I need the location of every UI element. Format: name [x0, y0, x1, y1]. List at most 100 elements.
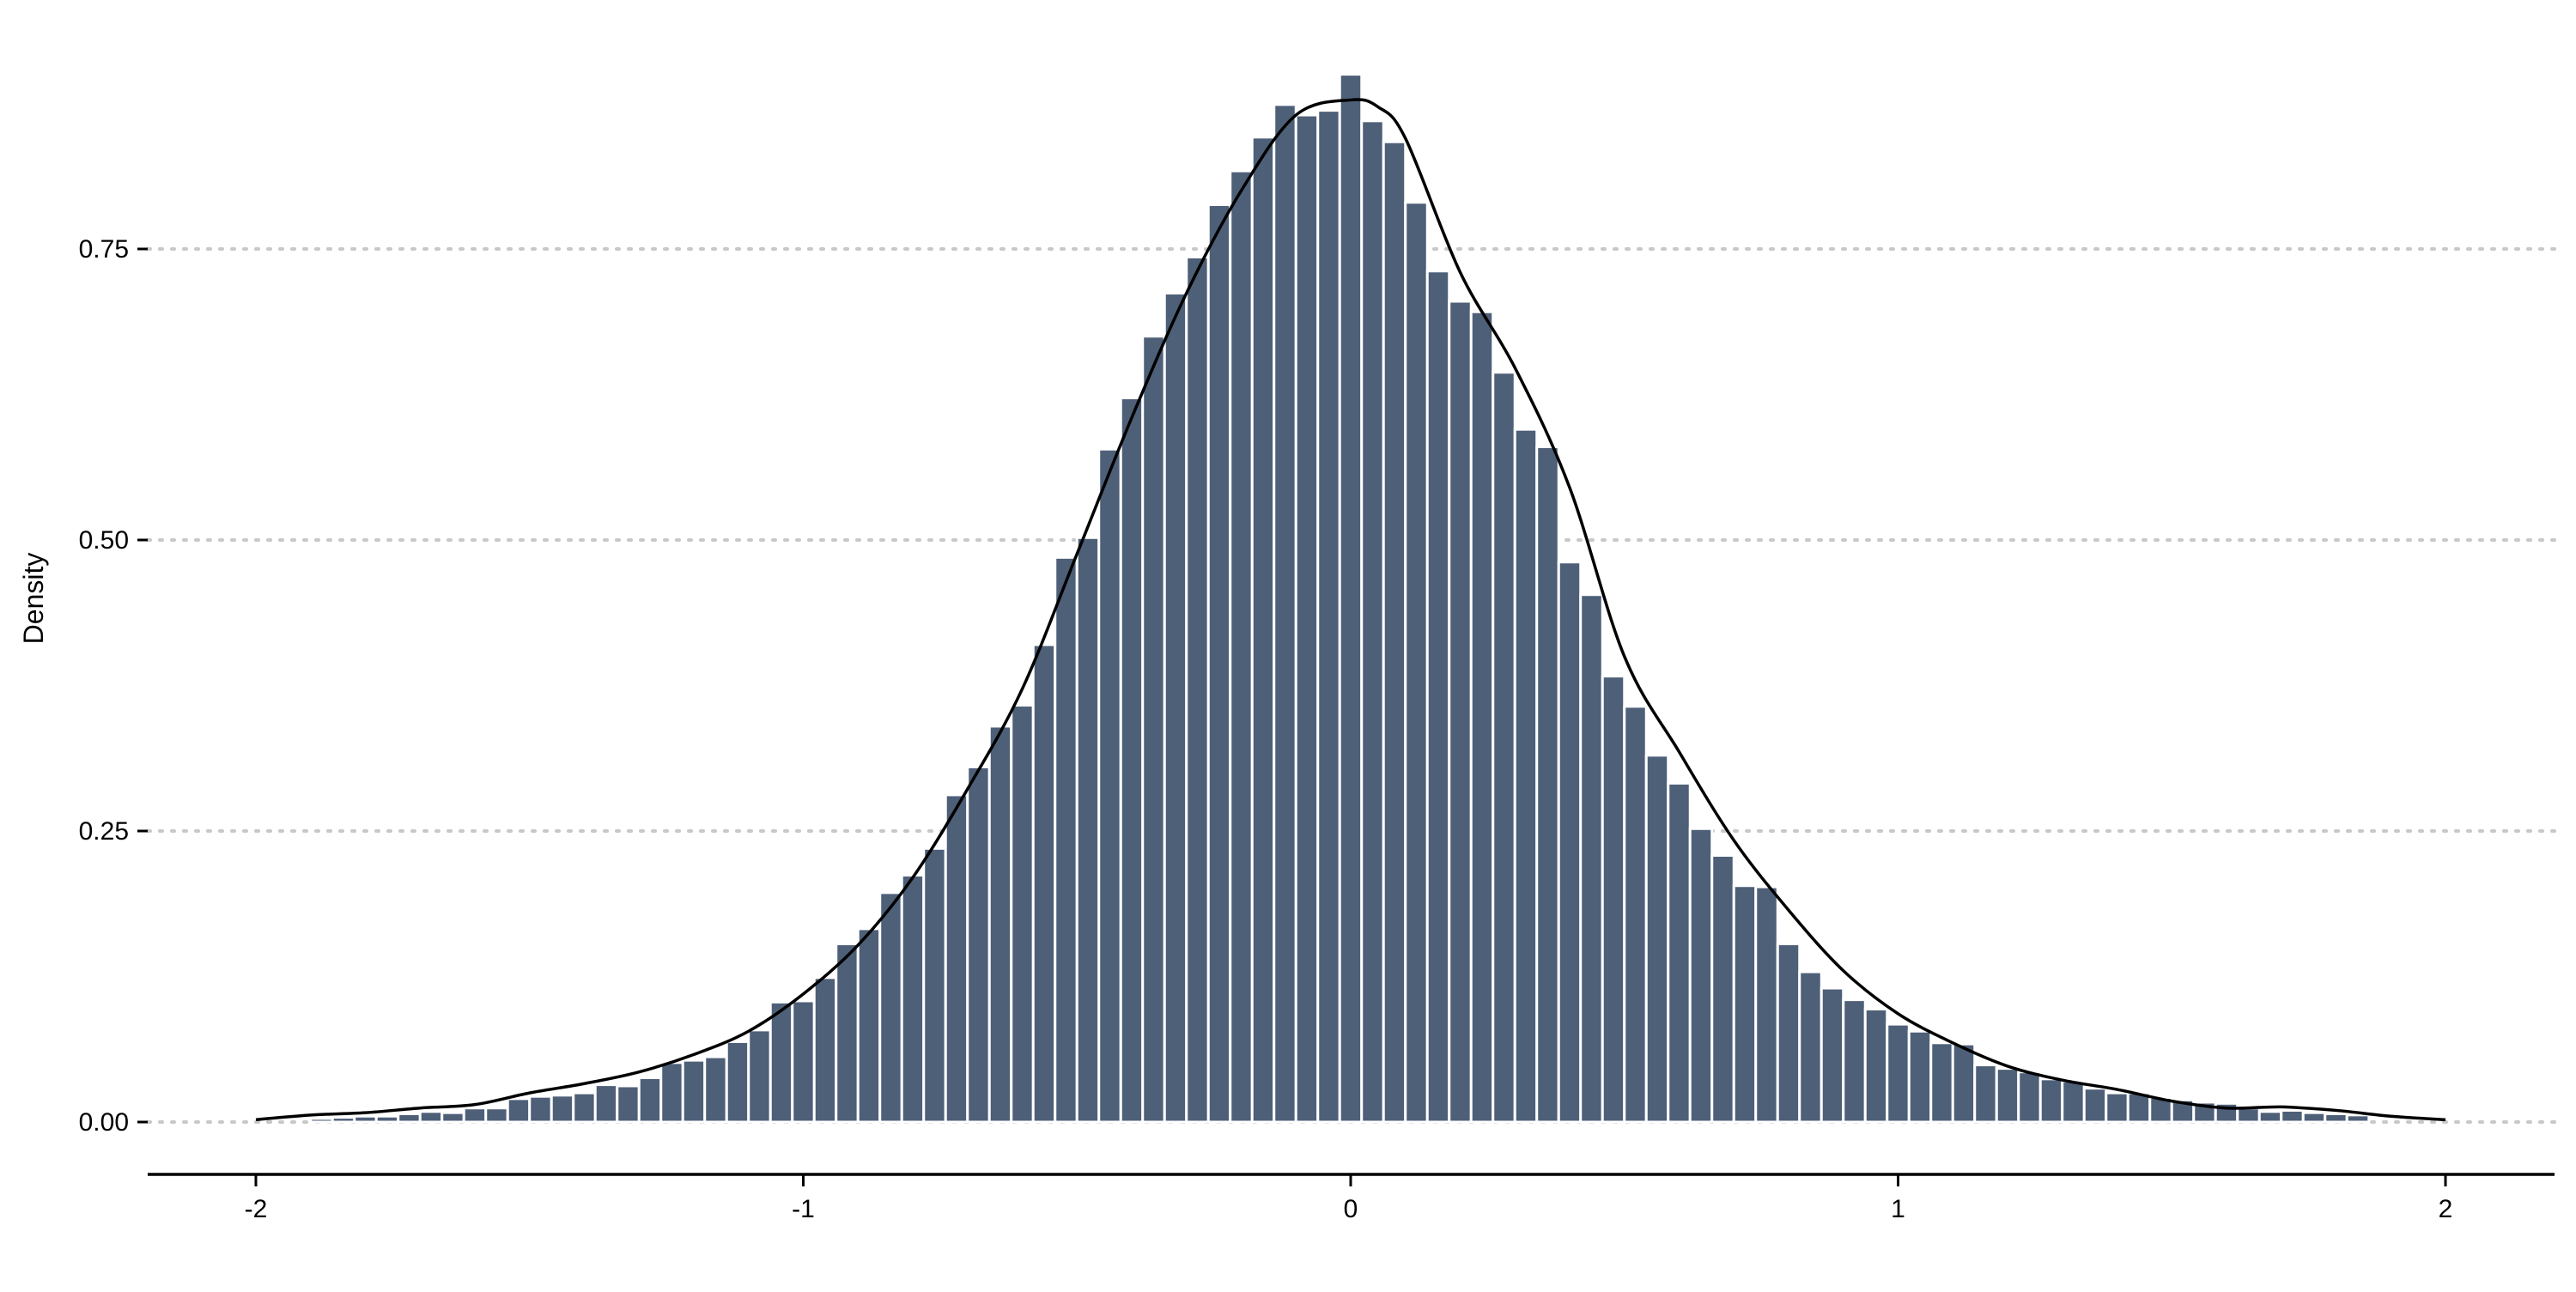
- histogram-bar: [374, 1114, 400, 1124]
- histogram-bar: [1010, 704, 1035, 1124]
- histogram-bar: [2082, 1087, 2108, 1124]
- histogram-bar: [1492, 371, 1516, 1124]
- histogram-bar: [1382, 140, 1407, 1124]
- histogram-bar: [397, 1113, 422, 1124]
- histogram-bar: [418, 1110, 444, 1124]
- histogram-bar: [1973, 1064, 1998, 1124]
- histogram-bar: [331, 1116, 356, 1124]
- histogram-bar: [1623, 705, 1648, 1124]
- histogram-bar: [2105, 1091, 2129, 1124]
- histogram-bar: [1579, 593, 1604, 1124]
- histogram-bar: [835, 943, 860, 1124]
- histogram-bar: [1425, 270, 1451, 1124]
- histogram-bar: [2280, 1108, 2305, 1124]
- histogram-bar: [1513, 428, 1539, 1124]
- histogram-bar: [812, 976, 838, 1124]
- histogram-bar: [1535, 446, 1560, 1124]
- histogram-bar: [659, 1061, 684, 1124]
- histogram-bar: [1842, 998, 1867, 1124]
- histogram-bar: [1075, 536, 1101, 1124]
- density-curve-layer: [255, 98, 2446, 1122]
- y-tick-label: 0.00: [79, 1108, 129, 1137]
- histogram-bar: [1404, 201, 1429, 1124]
- histogram-bar: [878, 891, 903, 1124]
- density-curve: [255, 98, 2446, 1122]
- histogram-bar: [1754, 885, 1779, 1124]
- histogram-bar: [1732, 884, 1758, 1124]
- y-tick-label: 0.50: [79, 526, 129, 555]
- histogram-bar: [1185, 255, 1210, 1124]
- histogram-bar: [2345, 1113, 2371, 1124]
- histogram-bar: [1820, 986, 1845, 1124]
- histogram-bar: [1054, 555, 1078, 1124]
- y-tick-label: 0.25: [79, 817, 129, 846]
- histogram-bar: [2236, 1107, 2261, 1124]
- x-tick-label: 2: [2439, 1195, 2453, 1223]
- histogram-bar: [484, 1107, 509, 1124]
- histogram-bar: [2301, 1111, 2327, 1124]
- histogram-bar: [1316, 109, 1341, 1124]
- histogram-bar: [593, 1083, 619, 1124]
- x-tick-label: -1: [792, 1195, 815, 1223]
- histogram-bar: [725, 1040, 750, 1124]
- x-tick-label: 1: [1891, 1195, 1905, 1223]
- histogram-bar: [309, 1117, 334, 1124]
- histogram-bar: [1250, 136, 1276, 1124]
- histogram-bar: [1644, 754, 1670, 1124]
- histogram-bar: [2038, 1077, 2064, 1124]
- histogram-bar: [1929, 1041, 1954, 1124]
- histogram-bar: [966, 765, 991, 1124]
- histogram-bar: [2061, 1080, 2086, 1124]
- histogram-bar: [1886, 1022, 1911, 1124]
- histogram-bar: [769, 1000, 794, 1124]
- histogram-bar: [1206, 203, 1232, 1124]
- histogram-bar: [1273, 103, 1297, 1124]
- y-axis-title: Density: [18, 553, 49, 645]
- histogram-bar: [353, 1114, 378, 1124]
- histogram-bars: [309, 73, 2371, 1124]
- histogram-bar: [1469, 310, 1495, 1124]
- histogram-bar: [462, 1107, 488, 1124]
- histogram-bar: [1448, 300, 1473, 1124]
- histogram-bar: [550, 1094, 575, 1124]
- histogram-bar: [1360, 119, 1385, 1124]
- histogram-bar: [944, 793, 969, 1124]
- histogram-bar: [1338, 73, 1364, 1124]
- axes: 0.00 0.25 0.50 0.75 -2 -1 0 1 2: [79, 235, 2555, 1223]
- histogram-bar: [1995, 1067, 2020, 1124]
- histogram-bar: [2324, 1113, 2348, 1124]
- histogram-bar: [856, 927, 882, 1124]
- histogram-bar: [747, 1028, 772, 1124]
- histogram-bar: [616, 1084, 641, 1124]
- histogram-bar: [1163, 292, 1188, 1124]
- histogram-bar: [2017, 1071, 2042, 1124]
- histogram-bar: [528, 1095, 553, 1124]
- histogram-bar: [1097, 447, 1122, 1124]
- histogram-bar: [987, 725, 1013, 1124]
- histogram-bar: [1557, 561, 1583, 1124]
- histogram-bar: [1951, 1042, 1977, 1124]
- histogram-bar: [1907, 1029, 1933, 1124]
- histogram-bar: [1710, 853, 1735, 1124]
- histogram-bar: [1798, 970, 1823, 1124]
- histogram-bar: [1229, 169, 1254, 1124]
- histogram-bar: [1294, 113, 1320, 1124]
- x-tick-label: -2: [245, 1195, 268, 1223]
- x-tick-label: 0: [1344, 1195, 1358, 1223]
- histogram-bar: [681, 1058, 707, 1124]
- y-tick-label: 0.75: [79, 235, 129, 264]
- histogram-bar: [1031, 643, 1057, 1124]
- histogram-bar: [440, 1111, 465, 1124]
- histogram-bar: [922, 846, 947, 1124]
- histogram-bar: [1601, 675, 1626, 1124]
- histogram-bar: [1141, 335, 1166, 1124]
- histogram-bar: [572, 1091, 597, 1124]
- histogram-bar: [1119, 397, 1145, 1124]
- histogram-bar: [1863, 1007, 1889, 1124]
- histogram-bar: [900, 874, 926, 1124]
- histogram-bar: [1688, 827, 1714, 1124]
- histogram-bar: [637, 1076, 663, 1124]
- histogram-bar: [703, 1055, 728, 1124]
